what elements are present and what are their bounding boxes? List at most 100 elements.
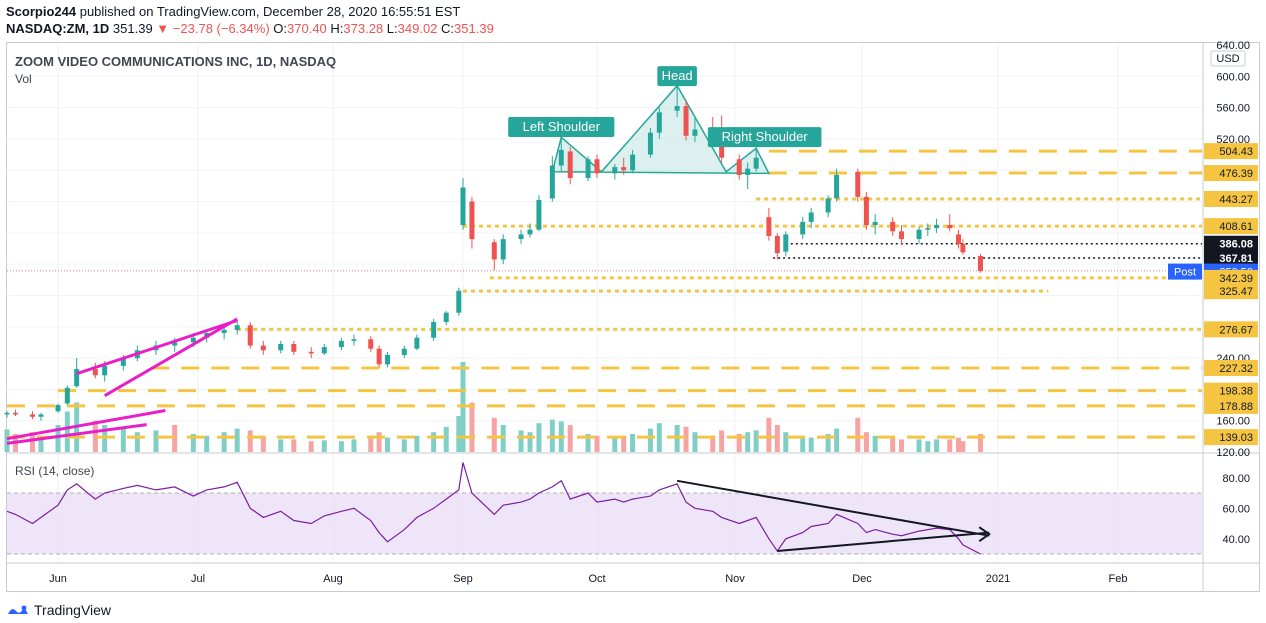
price-tick-label: 120.00 bbox=[1216, 447, 1250, 459]
x-tick-label: Aug bbox=[323, 573, 343, 585]
candle-body bbox=[683, 106, 689, 136]
candle-body bbox=[872, 221, 878, 226]
volume-bar bbox=[30, 432, 35, 452]
volume-bar bbox=[291, 439, 297, 452]
volume-bar bbox=[960, 441, 966, 452]
price-tick-label: 600.00 bbox=[1216, 71, 1250, 83]
price-label: 139.03 bbox=[1219, 432, 1253, 444]
volume-bar bbox=[630, 434, 636, 452]
close-label: C: bbox=[441, 21, 455, 36]
volume-bar bbox=[834, 428, 840, 452]
price-tick-label: 560.00 bbox=[1216, 103, 1250, 115]
price-label-box bbox=[1204, 143, 1258, 160]
candle-body bbox=[308, 351, 314, 354]
pattern-label-box bbox=[508, 117, 615, 138]
volume-bar bbox=[710, 435, 716, 452]
trendline bbox=[6, 423, 147, 445]
candle-body bbox=[221, 329, 227, 334]
price-chart[interactable]: Left Shoulder Head Right Shoulder ZOOM VIDE… bbox=[0, 0, 1266, 600]
volume-bar bbox=[134, 432, 140, 452]
price-label-box bbox=[1204, 190, 1258, 207]
candle-body bbox=[674, 106, 680, 111]
price-label: 198.38 bbox=[1219, 386, 1253, 398]
price-label-box bbox=[1204, 165, 1258, 182]
candle-body bbox=[401, 348, 407, 355]
volume-bar bbox=[683, 426, 689, 452]
volume-bar bbox=[745, 432, 751, 452]
volume-bar bbox=[925, 441, 931, 452]
rsi-tick-label: 60.00 bbox=[1222, 503, 1250, 515]
candle-body bbox=[469, 201, 475, 240]
candle-body bbox=[585, 159, 591, 179]
rsi-label: RSI (14, close) bbox=[15, 464, 94, 478]
trendline bbox=[6, 409, 166, 441]
x-tick-label: Jun bbox=[49, 573, 67, 585]
volume-bar bbox=[321, 440, 327, 452]
pattern-label: Right Shoulder bbox=[722, 129, 809, 144]
price-label: 325.47 bbox=[1219, 286, 1253, 298]
author-name[interactable]: Scorpio244 bbox=[6, 4, 77, 19]
rsi-tick-label: 40.00 bbox=[1222, 534, 1250, 546]
volume-bar bbox=[64, 411, 70, 452]
x-tick-label: Sep bbox=[453, 573, 473, 585]
volume-bar bbox=[190, 434, 196, 452]
volume-bar bbox=[351, 439, 357, 452]
price-label-box bbox=[1204, 360, 1258, 377]
candle-body bbox=[4, 412, 10, 415]
volume-bar bbox=[153, 430, 159, 452]
symbol-header: NASDAQ:ZM, 1D 351.39 ▼ −23.78 (−6.34%) O… bbox=[6, 20, 494, 37]
volume-bar bbox=[736, 434, 742, 452]
low-label: L: bbox=[386, 21, 398, 36]
candle-body bbox=[766, 217, 772, 236]
candle-body bbox=[549, 165, 555, 199]
candle-body bbox=[977, 256, 983, 271]
down-arrow-icon: ▼ bbox=[156, 21, 170, 36]
volume-bar bbox=[518, 430, 524, 452]
volume-bar bbox=[621, 435, 627, 452]
candle-body bbox=[278, 343, 284, 351]
candle-body bbox=[368, 339, 374, 349]
volume-bar bbox=[800, 435, 806, 452]
candle-body bbox=[656, 112, 662, 133]
candle-body bbox=[558, 149, 564, 166]
volume-bar bbox=[916, 439, 922, 452]
candle-body bbox=[443, 312, 449, 323]
close-value: 351.39 bbox=[454, 21, 494, 36]
x-tick-label: Nov bbox=[725, 573, 745, 585]
candle-body bbox=[385, 354, 391, 365]
price-tick-label: 640.00 bbox=[1216, 40, 1250, 52]
candle-body bbox=[376, 348, 382, 365]
candle-body bbox=[594, 159, 600, 174]
price-label-box bbox=[1204, 283, 1258, 300]
candle-body bbox=[783, 234, 789, 252]
chart-frame[interactable] bbox=[6, 42, 1260, 592]
candle-body bbox=[800, 221, 806, 235]
candle-body bbox=[431, 322, 437, 338]
volume-bar bbox=[947, 439, 953, 452]
x-tick-label: Dec bbox=[852, 573, 872, 585]
chart-title: ZOOM VIDEO COMMUNICATIONS INC, 1D, NASDA… bbox=[15, 54, 336, 69]
candle-body bbox=[234, 325, 240, 330]
candle-body bbox=[291, 343, 297, 352]
volume-bar bbox=[692, 432, 698, 452]
candle-body bbox=[456, 290, 462, 313]
tradingview-footer[interactable]: TradingView bbox=[6, 602, 111, 618]
volume-bar bbox=[934, 439, 940, 452]
volume-bar bbox=[612, 437, 618, 452]
candle-body bbox=[736, 159, 742, 175]
volume-bar bbox=[120, 428, 126, 452]
volume-bar bbox=[898, 439, 904, 452]
post-tag: Post bbox=[1174, 267, 1196, 279]
price-label: 342.39 bbox=[1219, 273, 1253, 285]
candle-body bbox=[120, 358, 126, 366]
price-label: 367.81 bbox=[1219, 253, 1253, 265]
price-label: 276.67 bbox=[1219, 324, 1253, 336]
candle-body bbox=[745, 168, 751, 175]
trendline bbox=[76, 319, 238, 376]
candle-body bbox=[630, 154, 636, 171]
trendline bbox=[103, 317, 238, 397]
volume-bar bbox=[647, 428, 653, 452]
volume-bar bbox=[594, 435, 600, 452]
tradingview-brand: TradingView bbox=[34, 602, 112, 618]
volume-bar bbox=[855, 417, 861, 452]
